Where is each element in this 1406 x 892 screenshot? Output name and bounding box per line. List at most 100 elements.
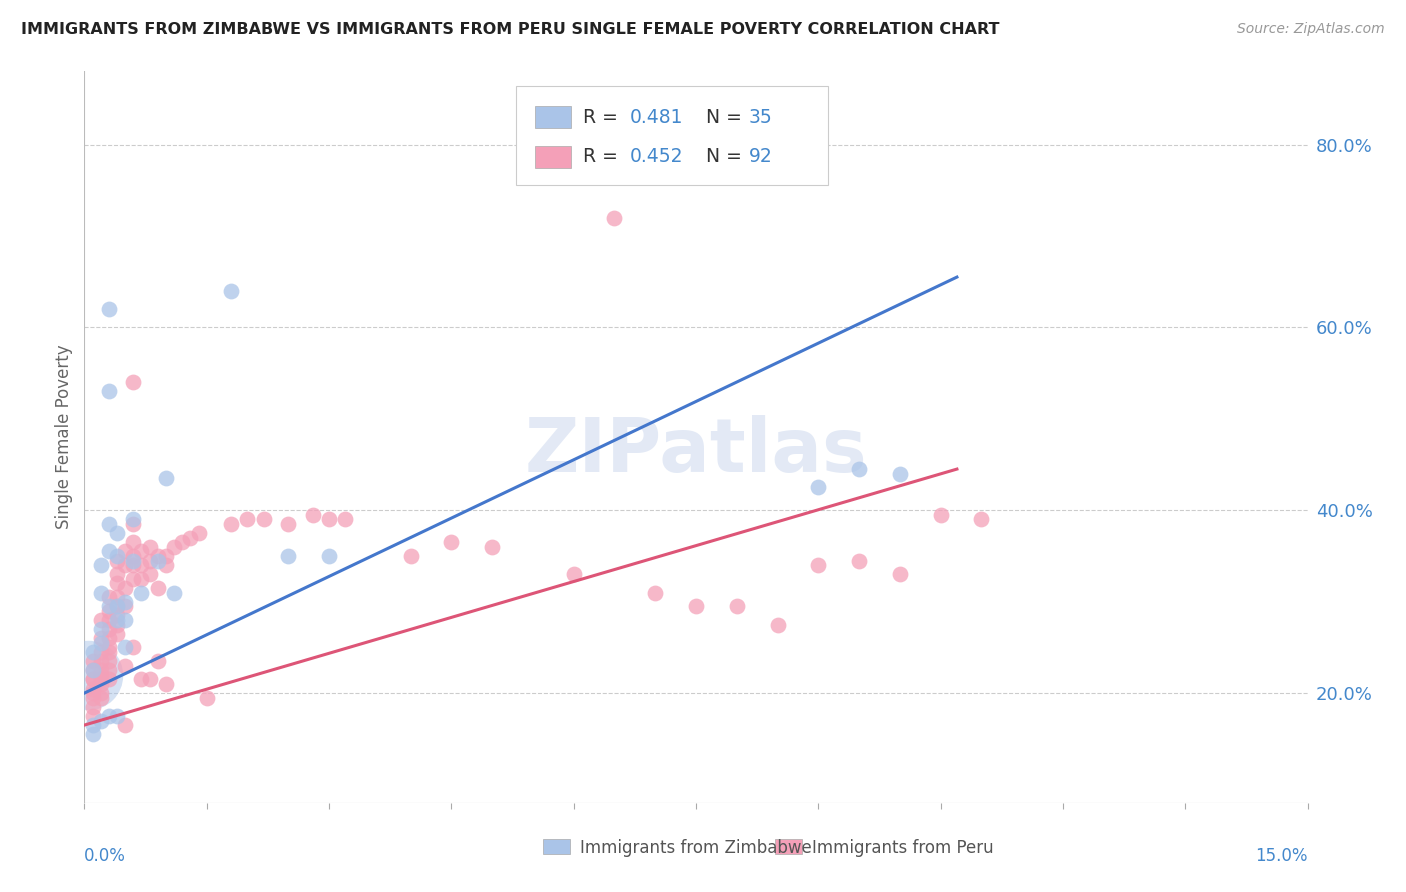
- Point: [155, 558, 177, 573]
- Point: [725, 599, 748, 614]
- Point: [105, 553, 128, 567]
- Point: [90, 585, 112, 599]
- Point: [219, 284, 242, 298]
- Point: [114, 594, 136, 608]
- Point: [970, 512, 993, 526]
- Point: [219, 516, 242, 531]
- Point: [138, 540, 160, 554]
- Point: [335, 512, 357, 526]
- Point: [90, 686, 112, 700]
- Point: [146, 553, 169, 567]
- Text: 15.0%: 15.0%: [1256, 847, 1308, 864]
- Text: 0.481: 0.481: [630, 108, 683, 127]
- Point: [114, 718, 136, 732]
- Point: [163, 585, 186, 599]
- Point: [105, 608, 128, 623]
- Point: [90, 690, 112, 705]
- Point: [97, 640, 120, 655]
- Point: [122, 375, 145, 389]
- Point: [90, 714, 112, 728]
- Point: [82, 681, 104, 696]
- Point: [97, 645, 120, 659]
- Point: [766, 617, 789, 632]
- Point: [122, 553, 145, 567]
- Y-axis label: Single Female Poverty: Single Female Poverty: [55, 345, 73, 529]
- Point: [131, 585, 153, 599]
- Point: [603, 211, 626, 225]
- Text: 92: 92: [748, 147, 772, 167]
- Point: [114, 544, 136, 558]
- Point: [90, 632, 112, 646]
- Text: N =: N =: [693, 108, 748, 127]
- Point: [318, 512, 340, 526]
- Text: Immigrants from Zimbabwe: Immigrants from Zimbabwe: [579, 839, 811, 857]
- Point: [155, 471, 177, 485]
- Point: [848, 462, 870, 476]
- Point: [277, 549, 299, 563]
- Point: [97, 302, 120, 317]
- Point: [889, 467, 911, 481]
- Point: [90, 613, 112, 627]
- Point: [105, 617, 128, 632]
- Point: [122, 516, 145, 531]
- FancyBboxPatch shape: [534, 146, 571, 168]
- Point: [97, 622, 120, 636]
- Point: [146, 654, 169, 668]
- Text: 0.452: 0.452: [630, 147, 683, 167]
- Text: Immigrants from Peru: Immigrants from Peru: [813, 839, 994, 857]
- FancyBboxPatch shape: [776, 839, 803, 854]
- Text: R =: R =: [583, 147, 624, 167]
- Point: [114, 558, 136, 573]
- Point: [105, 590, 128, 604]
- Point: [122, 572, 145, 586]
- Point: [155, 549, 177, 563]
- Point: [481, 540, 503, 554]
- FancyBboxPatch shape: [516, 86, 828, 185]
- Point: [131, 558, 153, 573]
- Point: [97, 632, 120, 646]
- Point: [82, 645, 104, 659]
- Point: [122, 512, 145, 526]
- Text: N =: N =: [693, 147, 748, 167]
- Text: Source: ZipAtlas.com: Source: ZipAtlas.com: [1237, 22, 1385, 37]
- Text: IMMIGRANTS FROM ZIMBABWE VS IMMIGRANTS FROM PERU SINGLE FEMALE POVERTY CORRELATI: IMMIGRANTS FROM ZIMBABWE VS IMMIGRANTS F…: [21, 22, 1000, 37]
- Point: [114, 581, 136, 595]
- Point: [82, 663, 104, 677]
- Text: 35: 35: [748, 108, 772, 127]
- Text: ZIPatlas: ZIPatlas: [524, 415, 868, 488]
- Point: [105, 567, 128, 582]
- Point: [82, 673, 104, 687]
- Point: [122, 535, 145, 549]
- Point: [82, 718, 104, 732]
- Point: [105, 626, 128, 640]
- Point: [97, 709, 120, 723]
- Point: [163, 540, 186, 554]
- Point: [131, 572, 153, 586]
- Point: [105, 613, 128, 627]
- Point: [97, 663, 120, 677]
- Text: 0.0%: 0.0%: [84, 847, 127, 864]
- Point: [138, 567, 160, 582]
- Point: [131, 673, 153, 687]
- Point: [77, 667, 100, 681]
- Point: [155, 677, 177, 691]
- Point: [122, 549, 145, 563]
- Text: R =: R =: [583, 108, 624, 127]
- Point: [82, 709, 104, 723]
- Point: [105, 599, 128, 614]
- Point: [97, 544, 120, 558]
- Point: [82, 690, 104, 705]
- Point: [440, 535, 463, 549]
- Point: [187, 526, 209, 541]
- Point: [146, 549, 169, 563]
- Point: [644, 585, 666, 599]
- Point: [97, 590, 120, 604]
- Point: [82, 673, 104, 687]
- Point: [90, 654, 112, 668]
- Point: [90, 645, 112, 659]
- Point: [138, 553, 160, 567]
- Point: [90, 663, 112, 677]
- Point: [277, 516, 299, 531]
- Point: [97, 516, 120, 531]
- Point: [105, 526, 128, 541]
